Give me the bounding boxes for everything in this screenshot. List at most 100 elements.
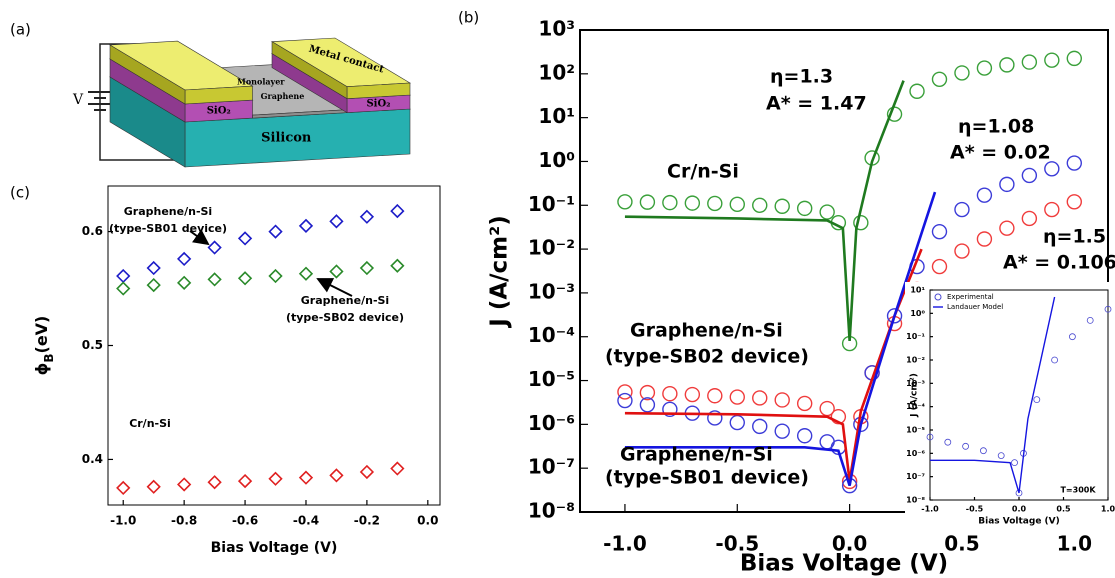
plot-frame (579, 29, 1109, 513)
data-point (729, 389, 745, 405)
x-tick-label: -1.0 (110, 514, 136, 528)
data-point (886, 308, 903, 324)
data-point (707, 410, 723, 426)
data-point (752, 390, 768, 406)
diagram-label: V (72, 92, 84, 108)
annotation: η=1.3 (770, 66, 833, 88)
data-point (1021, 167, 1038, 184)
data-point (1086, 316, 1094, 324)
y-tick-label: 10⁻⁷ (906, 472, 925, 481)
annotation: A* = 0.106 (1003, 252, 1115, 274)
data-point (962, 442, 969, 450)
data-point (237, 271, 253, 286)
data-point (684, 386, 701, 403)
diagram-label: Graphene (261, 91, 305, 101)
data-point (954, 243, 970, 259)
data-point (1044, 201, 1060, 218)
y-tick-label: 10⁻³ (528, 279, 575, 303)
annotation: Cr/n-Si (129, 417, 171, 430)
data-point (639, 384, 656, 401)
data-point (617, 384, 633, 400)
x-tick-label: -0.4 (293, 514, 319, 528)
data-point (359, 209, 375, 224)
data-point (639, 194, 656, 210)
data-point (976, 231, 993, 247)
y-axis-title-part: ϕ (32, 363, 51, 376)
x-tick-label: -0.5 (966, 505, 984, 514)
x-tick-label: -0.5 (715, 532, 759, 556)
chart: (b) -1.0 -0.5 0.0 0.5 1.0 10³ 10² 10¹ 10⁰ 10⁻¹ 10⁻²… (458, 9, 1115, 577)
data-point (980, 447, 987, 455)
data-point (830, 408, 847, 425)
y-tick-label: 10⁻⁴ (906, 402, 925, 411)
diagram-face (271, 41, 348, 100)
y-tick-label: 10¹ (538, 104, 575, 128)
annotation: Cr/n-Si (667, 161, 739, 183)
y-tick-label: 10⁻² (906, 356, 925, 365)
annotation: A* = 0.02 (950, 142, 1051, 164)
y-tick-label: 0.6 (82, 224, 103, 238)
data-point (298, 218, 314, 234)
data-point (662, 401, 678, 418)
chart: -1.0 -0.5 0.0 0.5 1.0 10¹ 10⁰ 10⁻¹ 10⁻² 10⁻³ 10⁻⁴ 1… (905, 282, 1115, 530)
y-tick-label: 10⁻⁷ (528, 455, 575, 479)
x-tick-label: -1.0 (603, 532, 647, 556)
panel-label: (a) (10, 21, 31, 39)
data-point (1066, 50, 1082, 67)
data-point (926, 433, 934, 441)
data-point (639, 397, 656, 413)
data-point (177, 251, 192, 267)
y-axis-title: ϕB(eV) (32, 316, 56, 376)
panel-label: (c) (10, 184, 30, 202)
data-point (237, 473, 253, 489)
y-tick-label: 10⁰ (538, 148, 575, 172)
data-point (207, 240, 222, 255)
data-point (796, 428, 813, 444)
data-point (662, 194, 678, 211)
annotation: Graphene/n-Si (620, 444, 773, 466)
y-axis-title-part: B (42, 353, 56, 362)
data-point (1011, 459, 1018, 467)
annotation: (type-SB02 device) (605, 346, 809, 368)
data-point (729, 196, 745, 213)
data-point (774, 392, 790, 408)
diagram-label: SiO₂ (366, 98, 390, 109)
data-point (1033, 396, 1041, 404)
x-tick-label: 0.0 (1012, 505, 1027, 514)
data-point (1021, 210, 1038, 227)
data-point (796, 395, 813, 412)
data-point (1021, 54, 1038, 70)
data-point (617, 194, 633, 210)
y-tick-label: 10⁻³ (906, 379, 925, 388)
x-axis-title: Bias Voltage (V) (211, 540, 338, 556)
x-tick-label: 1.0 (1057, 532, 1092, 556)
data-point (237, 231, 253, 246)
legend-symbol (934, 293, 942, 301)
annotation: Graphene/n-Si (124, 205, 212, 218)
data-point (617, 392, 633, 409)
diagram-label: Silicon (261, 131, 312, 146)
data-point (976, 187, 993, 203)
data-point (329, 264, 344, 279)
data-point (774, 198, 790, 214)
data-point (1044, 161, 1060, 177)
data-point (177, 275, 192, 290)
data-point (931, 71, 948, 87)
inset-background (905, 282, 1115, 530)
diagram-label: SiO₂ (207, 106, 231, 117)
panel-label: (b) (458, 9, 479, 27)
annotation: (type-SB01 device) (605, 467, 809, 489)
data-point (298, 470, 314, 485)
data-point (1066, 194, 1082, 210)
x-tick-label: 1.0 (1101, 505, 1115, 514)
data-point (329, 214, 344, 229)
data-point (390, 203, 405, 219)
data-point (146, 479, 161, 494)
data-point (390, 258, 405, 273)
data-point (359, 260, 375, 276)
data-point (1104, 305, 1112, 313)
data-point (999, 57, 1015, 73)
x-tick-label: 0.5 (944, 532, 979, 556)
data-point (774, 423, 790, 439)
